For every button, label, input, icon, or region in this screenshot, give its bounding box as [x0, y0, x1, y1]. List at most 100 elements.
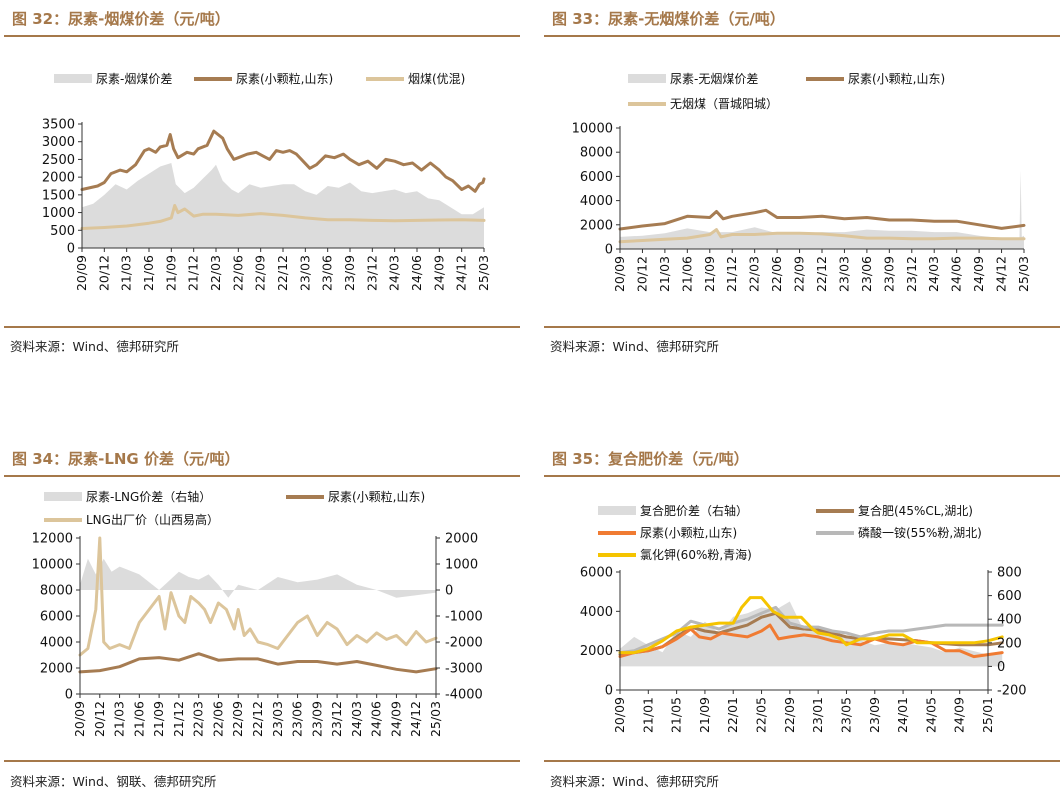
legend-label-lng: LNG出厂价（山西易高）	[86, 512, 219, 527]
plot-area	[78, 536, 438, 674]
y2-tick-label: 800	[997, 566, 1022, 581]
y-tick-label: 10000	[32, 558, 73, 573]
series-line-1	[78, 536, 438, 657]
source-note: 资料来源：Wind、德邦研究所	[550, 339, 719, 354]
y-tick-label: 1000	[42, 206, 75, 221]
y-tick-label: 500	[50, 224, 75, 239]
x-tick-label: 24/03	[926, 256, 941, 292]
series-line-0	[618, 208, 1026, 231]
y2-tick-label: 0	[445, 584, 453, 599]
legend-label-compound: 复合肥(45%CL,湖北)	[858, 503, 973, 518]
legend-swatch-spread	[54, 74, 92, 83]
source-rule	[544, 326, 1060, 328]
y-tick-label: 10000	[572, 122, 613, 137]
title-rule	[4, 35, 520, 37]
y-tick-label: 6000	[40, 610, 73, 625]
x-tick-label: 24/09	[431, 255, 446, 291]
legend-swatch-spread	[628, 74, 666, 83]
y-tick-label: 8000	[580, 146, 613, 161]
legend-label-potash: 氯化钾(60%粉,青海)	[640, 547, 752, 562]
x-tick-label: 23/06	[290, 701, 305, 737]
y2-tick-label: 400	[997, 613, 1022, 628]
series-area-spread	[620, 601, 1003, 667]
y2-tick-label: 600	[997, 589, 1022, 604]
legend-label-spread: 尿素-无烟煤价差	[670, 72, 758, 86]
x-tick-label: 22/12	[814, 256, 829, 292]
y-tick-label: 3500	[42, 118, 75, 133]
y-tick-label: 2000	[580, 644, 613, 659]
y-tick-label: 0	[605, 243, 613, 258]
x-tick-label: 21/09	[163, 255, 178, 291]
y-tick-label: 4000	[580, 605, 613, 620]
y2-tick-label: -3000	[445, 662, 483, 677]
title-rule	[544, 475, 1060, 477]
x-tick-label: 22/09	[792, 256, 807, 292]
x-tick-label: 24/06	[949, 256, 964, 292]
x-tick-label: 22/12	[275, 255, 290, 291]
x-tick-label: 22/06	[210, 701, 225, 737]
source-rule	[544, 760, 1060, 762]
y-tick-label: 3000	[42, 135, 75, 150]
legend-swatch-spread	[598, 506, 636, 515]
x-tick-label: 24/06	[409, 255, 424, 291]
x-tick-label: 21/12	[171, 701, 186, 737]
legend-label-anthracite: 无烟煤（晋城阳城）	[670, 97, 778, 111]
x-tick-label: 24/03	[387, 255, 402, 291]
x-tick-label: 21/09	[697, 697, 712, 733]
y-tick-label: 6000	[580, 170, 613, 185]
title-rule	[4, 475, 520, 477]
y2-tick-label: -200	[997, 684, 1027, 699]
x-tick-label: 25/01	[980, 697, 995, 733]
x-tick-label: 22/06	[230, 255, 245, 291]
x-tick-label: 25/03	[428, 701, 443, 737]
axes: 0 500 1000 1500 2000 2500 3000 3500 20/09 20/12 21…	[42, 118, 491, 292]
y-tick-label: 1500	[42, 188, 75, 203]
x-tick-label: 23/12	[329, 701, 344, 737]
y2-tick-label: 0	[997, 660, 1005, 675]
legend-label-urea: 尿素(小颗粒,山东)	[848, 71, 945, 86]
x-tick-label: 24/09	[388, 701, 403, 737]
series-line-3	[618, 596, 1004, 655]
x-tick-label: 21/06	[141, 255, 156, 291]
x-tick-label: 24/05	[923, 697, 938, 733]
x-tick-label: 20/09	[72, 701, 87, 737]
x-tick-label: 20/12	[96, 255, 111, 291]
x-tick-label: 21/12	[186, 255, 201, 291]
panel-urea-lng: 图 34：尿素-LNG 价差（元/吨） 尿素-LNG价差（右轴） 尿素(小颗粒,…	[4, 448, 520, 808]
chart-compound-fertilizer: 复合肥价差（右轴） 复合肥(45%CL,湖北) 尿素(小颗粒,山东) 磷酸一铵(…	[580, 503, 1027, 734]
x-tick-label: 24/01	[895, 697, 910, 733]
y-tick-label: 6000	[580, 566, 613, 581]
y-tick-label: 0	[67, 242, 75, 257]
x-tick-label: 21/09	[151, 701, 166, 737]
x-tick-label: 22/09	[253, 255, 268, 291]
x-tick-label: 22/01	[725, 697, 740, 733]
y2-tick-label: 2000	[445, 532, 478, 547]
x-tick-label: 21/12	[724, 256, 739, 292]
y2-tick-label: -4000	[445, 688, 483, 703]
chart-urea-coal: 尿素-烟煤价差 尿素(小颗粒,山东) 烟煤(优混) 0 500 1000 1500 20…	[42, 71, 491, 292]
x-tick-label: 22/03	[208, 255, 223, 291]
legend: 尿素-LNG价差（右轴） 尿素(小颗粒,山东) LNG出厂价（山西易高）	[44, 489, 425, 527]
x-tick-label: 21/03	[119, 255, 134, 291]
x-tick-label: 20/12	[92, 701, 107, 737]
x-tick-label: 23/09	[342, 255, 357, 291]
title-rule	[544, 35, 1060, 37]
plot-area	[618, 170, 1026, 249]
legend-label-spread: 尿素-LNG价差（右轴）	[86, 489, 211, 504]
chart-title: 图 32：尿素-烟煤价差（元/吨）	[12, 10, 230, 28]
series-line-1	[618, 228, 1026, 244]
x-tick-label: 22/03	[191, 701, 206, 737]
series-line-0	[78, 652, 438, 674]
legend-label-coal: 烟煤(优混)	[408, 72, 465, 86]
legend: 尿素-无烟煤价差 尿素(小颗粒,山东) 无烟煤（晋城阳城）	[628, 71, 945, 111]
x-tick-label: 24/06	[369, 701, 384, 737]
x-tick-label: 22/09	[782, 697, 797, 733]
panel-urea-anthracite: 图 33：尿素-无烟煤价差（元/吨） 尿素-无烟煤价差 尿素(小颗粒,山东) 无…	[544, 8, 1060, 368]
x-tick-label: 24/12	[408, 701, 423, 737]
source-note: 资料来源：Wind、德邦研究所	[550, 774, 719, 789]
x-tick-label: 21/01	[640, 697, 655, 733]
source-rule	[4, 760, 520, 762]
x-tick-label: 24/09	[971, 256, 986, 292]
legend-label-spread: 尿素-烟煤价差	[96, 72, 172, 86]
